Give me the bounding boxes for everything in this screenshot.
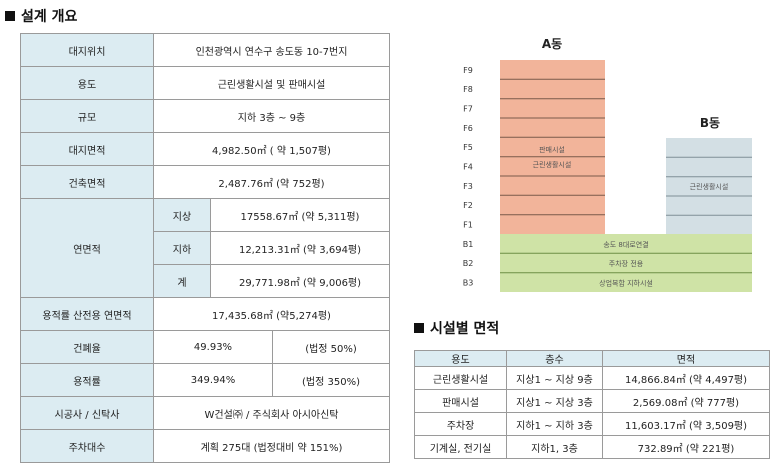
- facility-floors: 지상1 ~ 지상 3층: [506, 389, 603, 413]
- facility-use: 주차장: [414, 412, 507, 436]
- floor-label-f6: F6: [463, 124, 473, 133]
- overview-table: 대지위치 인천광역시 연수구 송도동 10-7번지 용도 근린생활시설 및 판매…: [20, 33, 390, 463]
- building-b-use: 근린생활시설: [690, 182, 729, 191]
- floor-label-f1: F1: [463, 221, 473, 230]
- building-b-floor-lines: [666, 156, 752, 216]
- floor-label-f2: F2: [463, 201, 473, 210]
- row-label: 시공사 / 신탁사: [20, 396, 154, 430]
- floor-label-f9: F9: [463, 66, 473, 75]
- basement-b3-use: 상업복합 지하시설: [599, 279, 653, 288]
- facility-area: 732.89㎡ (약 221평): [602, 435, 770, 459]
- floor-label-f5: F5: [463, 143, 473, 152]
- gross-sub-label: 계: [153, 264, 211, 298]
- table-row: 지하 12,213.31㎡ (약 3,694평): [21, 231, 390, 265]
- facility-floors: 지상1 ~ 지상 9층: [506, 366, 603, 390]
- building-a-use-2: 근린생활시설: [533, 160, 572, 169]
- row-value: 근린생활시설 및 판매시설: [153, 66, 390, 100]
- facility-floors: 지하1, 3층: [506, 435, 603, 459]
- floor-label-f8: F8: [463, 85, 473, 94]
- row-label: 주차대수: [20, 429, 154, 463]
- table-row: 연면적 지상 17558.67㎡ (약 5,311평): [20, 198, 390, 298]
- facility-area: 11,603.17㎡ (약 3,509평): [602, 412, 770, 436]
- floor-label-f7: F7: [463, 105, 473, 114]
- floor-label-b2: B2: [463, 259, 474, 268]
- square-bullet-icon: [414, 323, 424, 333]
- gross-sub-label: 지하: [153, 231, 211, 265]
- facility-title: 시설별 면적: [414, 318, 499, 338]
- basement-b2-use: 주차장 전용: [609, 259, 644, 268]
- row-value: 2,487.76㎡ (약 752평): [153, 165, 390, 199]
- basement-block: [500, 234, 752, 292]
- overview-title: 설계 개요: [5, 6, 77, 26]
- table-row: 용적률 349.94% (법정 350%): [20, 363, 390, 397]
- table-row: 건축면적 2,487.76㎡ (약 752평): [20, 165, 390, 199]
- floor-label-b1: B1: [463, 240, 474, 249]
- square-bullet-icon: [5, 11, 15, 21]
- row-label: 용적률 산전용 연면적: [20, 297, 154, 331]
- building-b-label: B동: [700, 116, 720, 130]
- facility-area: 2,569.08㎡ (약 777평): [602, 389, 770, 413]
- table-row: 주차대수 계획 275대 (법정대비 약 151%): [20, 429, 390, 463]
- gross-sub-value: 29,771.98㎡ (약 9,006평): [210, 264, 390, 298]
- table-row: 주차장 지하1 ~ 지하 3층 11,603.17㎡ (약 3,509평): [414, 412, 770, 436]
- building-section-diagram: A동 B동 F9 F8 F7 F6 F5 F4 F3 F2 F1 B1 B2 B…: [463, 37, 752, 292]
- building-a-floor-lines: [500, 78, 605, 216]
- row-label: 건축면적: [20, 165, 154, 199]
- facility-table: 용도 층수 면적 근린생활시설 지상1 ~ 지상 9층 14,866.84㎡ (…: [414, 350, 770, 459]
- row-value: 49.93%: [153, 330, 273, 364]
- floor-label-f3: F3: [463, 182, 473, 191]
- facility-use: 기계실, 전기실: [414, 435, 507, 459]
- table-header-row: 용도 층수 면적: [414, 350, 770, 367]
- basement-floor-lines: [500, 252, 752, 274]
- column-header: 면적: [602, 350, 770, 367]
- table-row: 대지면적 4,982.50㎡ ( 약 1,507평): [20, 132, 390, 166]
- floor-label-b3: B3: [463, 279, 474, 288]
- table-row: 기계실, 전기실 지하1, 3층 732.89㎡ (약 221평): [414, 435, 770, 459]
- column-header: 층수: [506, 350, 603, 367]
- row-label: 건폐율: [20, 330, 154, 364]
- building-a-label: A동: [542, 37, 562, 51]
- row-value: 17,435.68㎡ (약5,274평): [153, 297, 390, 331]
- row-legal-value: (법정 50%): [272, 330, 390, 364]
- gross-area-label: 연면적: [20, 198, 154, 298]
- table-row: 판매시설 지상1 ~ 지상 3층 2,569.08㎡ (약 777평): [414, 389, 770, 413]
- row-label: 대지위치: [20, 33, 154, 67]
- facility-area: 14,866.84㎡ (약 4,497평): [602, 366, 770, 390]
- row-label: 규모: [20, 99, 154, 133]
- table-row: 용적률 산전용 연면적 17,435.68㎡ (약5,274평): [20, 297, 390, 331]
- facility-use: 근린생활시설: [414, 366, 507, 390]
- basement-b1-use: 송도 8대로연결: [603, 240, 648, 249]
- row-value: W건설㈜ / 주식회사 아시아신탁: [153, 396, 390, 430]
- row-value: 지하 3층 ~ 9층: [153, 99, 390, 133]
- row-label: 용도: [20, 66, 154, 100]
- gross-sub-value: 17558.67㎡ (약 5,311평): [210, 198, 390, 232]
- table-row: 규모 지하 3층 ~ 9층: [20, 99, 390, 133]
- table-row: 건폐율 49.93% (법정 50%): [20, 330, 390, 364]
- table-row: 계 29,771.98㎡ (약 9,006평): [21, 264, 390, 298]
- building-b-block: [666, 138, 752, 234]
- row-label: 대지면적: [20, 132, 154, 166]
- row-legal-value: (법정 350%): [272, 363, 390, 397]
- row-label: 용적률: [20, 363, 154, 397]
- floor-label-f4: F4: [463, 163, 473, 172]
- facility-use: 판매시설: [414, 389, 507, 413]
- row-value: 인천광역시 연수구 송도동 10-7번지: [153, 33, 390, 67]
- building-a-use-1: 판매시설: [539, 145, 565, 154]
- building-a-block: [500, 60, 605, 234]
- gross-sub-value: 12,213.31㎡ (약 3,694평): [210, 231, 390, 265]
- table-row: 용도 근린생활시설 및 판매시설: [20, 66, 390, 100]
- table-row: 시공사 / 신탁사 W건설㈜ / 주식회사 아시아신탁: [20, 396, 390, 430]
- table-row: 대지위치 인천광역시 연수구 송도동 10-7번지: [20, 33, 390, 67]
- row-value: 349.94%: [153, 363, 273, 397]
- gross-sub-label: 지상: [153, 198, 211, 232]
- facility-floors: 지하1 ~ 지하 3층: [506, 412, 603, 436]
- column-header: 용도: [414, 350, 507, 367]
- row-value: 계획 275대 (법정대비 약 151%): [153, 429, 390, 463]
- table-row: 근린생활시설 지상1 ~ 지상 9층 14,866.84㎡ (약 4,497평): [414, 366, 770, 390]
- row-value: 4,982.50㎡ ( 약 1,507평): [153, 132, 390, 166]
